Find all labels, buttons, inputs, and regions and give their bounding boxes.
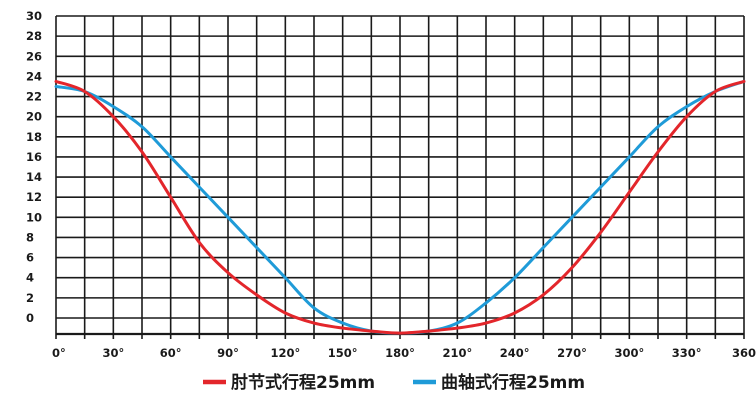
x-tick-label: 120° [270,346,300,360]
y-tick-label: 0 [26,311,34,325]
series-layer [54,79,746,335]
y-tick-label: 30 [26,9,42,23]
y-tick-label: 16 [26,150,42,164]
x-tick-label: 300° [614,346,644,360]
x-tick-label: 0° [52,346,66,360]
x-tick-label: 360° [732,346,756,360]
x-tick-label: 240° [500,346,530,360]
y-tick-label: 4 [26,271,34,285]
y-tick-label: 6 [26,251,34,265]
y-tick-label: 20 [26,110,42,124]
grid [55,15,745,339]
y-tick-label: 2 [26,291,34,305]
x-tick-label: 30° [102,346,124,360]
x-tick-label: 150° [328,346,358,360]
y-tick-label: 18 [26,130,42,144]
y-tick-label: 28 [26,29,42,43]
y-tick-label: 26 [26,49,42,63]
x-axis-tick-labels: 0° 30° 60° 90° 120° 150° 180° 210° 240° 270° 300° 3… [52,346,756,360]
y-tick-label: 10 [26,210,42,224]
legend-label: 肘节式行程25mm [231,372,375,393]
y-tick-label: 12 [26,190,42,204]
legend: 肘节式行程25mm 曲轴式行程25mm [203,372,585,393]
y-tick-label: 22 [26,90,42,104]
legend-label: 曲轴式行程25mm [441,372,585,393]
x-tick-label: 210° [442,346,472,360]
x-tick-label: 90° [217,346,239,360]
x-tick-label: 270° [557,346,587,360]
x-tick-label: 180° [385,346,415,360]
x-tick-label: 330° [672,346,702,360]
series-line-0 [54,79,746,335]
x-tick-label: 60° [160,346,182,360]
y-tick-label: 8 [26,230,34,244]
y-tick-label: 14 [26,170,42,184]
y-tick-label: 24 [26,69,42,83]
